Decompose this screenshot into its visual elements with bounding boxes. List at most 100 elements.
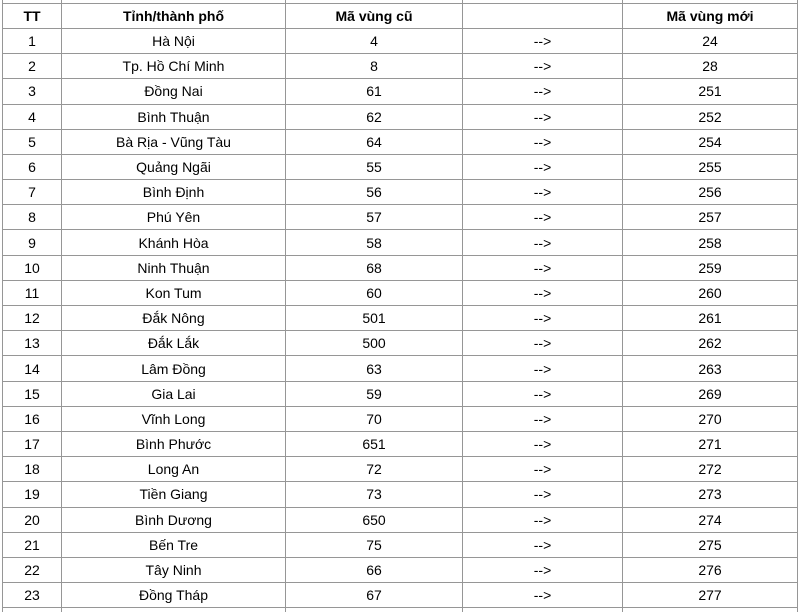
province-cell: Long An — [61, 456, 286, 483]
header-cell-province: Tỉnh/thành phố — [61, 2, 286, 29]
new-code-cell: 258 — [622, 229, 798, 256]
old-code-cell: 68 — [285, 254, 463, 281]
row-number-cell: 11 — [2, 279, 62, 307]
old-code-cell: 62 — [285, 103, 463, 130]
province-cell: Khánh Hòa — [61, 229, 286, 256]
table-row: 3 Đồng Nai 61 --> 251 — [2, 78, 798, 105]
row-number-cell: 5 — [2, 128, 62, 155]
province-cell: Lâm Đồng — [61, 355, 286, 382]
arrow-cell: --> — [462, 254, 623, 281]
table-row: 21 Bến Tre 75 --> 275 — [2, 531, 798, 558]
table-row: 6 Quảng Ngãi 55 --> 255 — [2, 153, 798, 181]
old-code-cell: 59 — [285, 380, 463, 407]
row-number-cell: 19 — [2, 481, 62, 508]
table-row: 4 Bình Thuận 62 --> 252 — [2, 103, 798, 130]
table-row: 13 Đắk Lắk 500 --> 262 — [2, 330, 798, 357]
new-code-cell: 274 — [622, 506, 798, 533]
partial-cell — [2, 607, 62, 612]
arrow-cell: --> — [462, 481, 623, 508]
new-code-cell: 259 — [622, 254, 798, 281]
row-number-cell: 3 — [2, 78, 62, 105]
header-cell-tt: TT — [2, 2, 62, 29]
table-row: 17 Bình Phước 651 --> 271 — [2, 430, 798, 458]
province-cell: Tp. Hồ Chí Minh — [61, 53, 286, 80]
table-row: 2 Tp. Hồ Chí Minh 8 --> 28 — [2, 53, 798, 80]
row-number-cell: 22 — [2, 556, 62, 584]
row-number-cell: 2 — [2, 53, 62, 80]
arrow-cell: --> — [462, 506, 623, 533]
new-code-cell: 256 — [622, 179, 798, 206]
old-code-cell: 61 — [285, 78, 463, 105]
row-number-cell: 6 — [2, 153, 62, 181]
new-code-cell: 275 — [622, 531, 798, 558]
row-number-cell: 14 — [2, 355, 62, 382]
table-row: 11 Kon Tum 60 --> 260 — [2, 279, 798, 307]
old-code-cell: 8 — [285, 53, 463, 80]
old-code-cell: 60 — [285, 279, 463, 307]
table-row: 10 Ninh Thuận 68 --> 259 — [2, 254, 798, 281]
old-code-cell: 66 — [285, 556, 463, 584]
partial-cell — [61, 607, 286, 612]
row-number-cell: 21 — [2, 531, 62, 558]
partial-cell — [285, 607, 463, 612]
table-row: 7 Bình Định 56 --> 256 — [2, 179, 798, 206]
arrow-cell: --> — [462, 405, 623, 432]
arrow-cell: --> — [462, 582, 623, 609]
arrow-cell: --> — [462, 531, 623, 558]
old-code-cell: 73 — [285, 481, 463, 508]
old-code-cell: 70 — [285, 405, 463, 432]
table-row: 15 Gia Lai 59 --> 269 — [2, 380, 798, 407]
arrow-cell: --> — [462, 330, 623, 357]
province-cell: Đắk Lắk — [61, 330, 286, 357]
province-cell: Đồng Tháp — [61, 582, 286, 609]
table-row: 8 Phú Yên 57 --> 257 — [2, 204, 798, 231]
old-code-cell: 72 — [285, 456, 463, 483]
province-cell: Vĩnh Long — [61, 405, 286, 432]
new-code-cell: 254 — [622, 128, 798, 155]
province-cell: Tiền Giang — [61, 481, 286, 508]
old-code-cell: 63 — [285, 355, 463, 382]
arrow-cell: --> — [462, 430, 623, 458]
table-row: 14 Lâm Đồng 63 --> 263 — [2, 355, 798, 382]
row-number-cell: 4 — [2, 103, 62, 130]
row-number-cell: 15 — [2, 380, 62, 407]
new-code-cell: 28 — [622, 53, 798, 80]
table-row: 20 Bình Dương 650 --> 274 — [2, 506, 798, 533]
province-cell: Bình Định — [61, 179, 286, 206]
row-number-cell: 9 — [2, 229, 62, 256]
old-code-cell: 55 — [285, 153, 463, 181]
row-number-cell: 17 — [2, 430, 62, 458]
province-cell: Phú Yên — [61, 204, 286, 231]
arrow-cell: --> — [462, 27, 623, 55]
arrow-cell: --> — [462, 128, 623, 155]
row-number-cell: 20 — [2, 506, 62, 533]
new-code-cell: 260 — [622, 279, 798, 307]
table-row: 5 Bà Rịa - Vũng Tàu 64 --> 254 — [2, 128, 798, 155]
old-code-cell: 500 — [285, 330, 463, 357]
province-cell: Tây Ninh — [61, 556, 286, 584]
arrow-cell: --> — [462, 456, 623, 483]
partial-cell — [462, 607, 623, 612]
old-code-cell: 4 — [285, 27, 463, 55]
old-code-cell: 651 — [285, 430, 463, 458]
table-row: 12 Đắk Nông 501 --> 261 — [2, 305, 798, 332]
arrow-cell: --> — [462, 556, 623, 584]
new-code-cell: 273 — [622, 481, 798, 508]
province-cell: Đồng Nai — [61, 78, 286, 105]
row-number-cell: 10 — [2, 254, 62, 281]
table-row: 16 Vĩnh Long 70 --> 270 — [2, 405, 798, 432]
row-number-cell: 7 — [2, 179, 62, 206]
old-code-cell: 64 — [285, 128, 463, 155]
new-code-cell: 277 — [622, 582, 798, 609]
old-code-cell: 501 — [285, 305, 463, 332]
table-row: 22 Tây Ninh 66 --> 276 — [2, 556, 798, 584]
arrow-cell: --> — [462, 355, 623, 382]
province-cell: Hà Nội — [61, 27, 286, 55]
province-cell: Quảng Ngãi — [61, 153, 286, 181]
row-number-cell: 12 — [2, 305, 62, 332]
partial-cell — [622, 607, 798, 612]
arrow-cell: --> — [462, 279, 623, 307]
new-code-cell: 252 — [622, 103, 798, 130]
